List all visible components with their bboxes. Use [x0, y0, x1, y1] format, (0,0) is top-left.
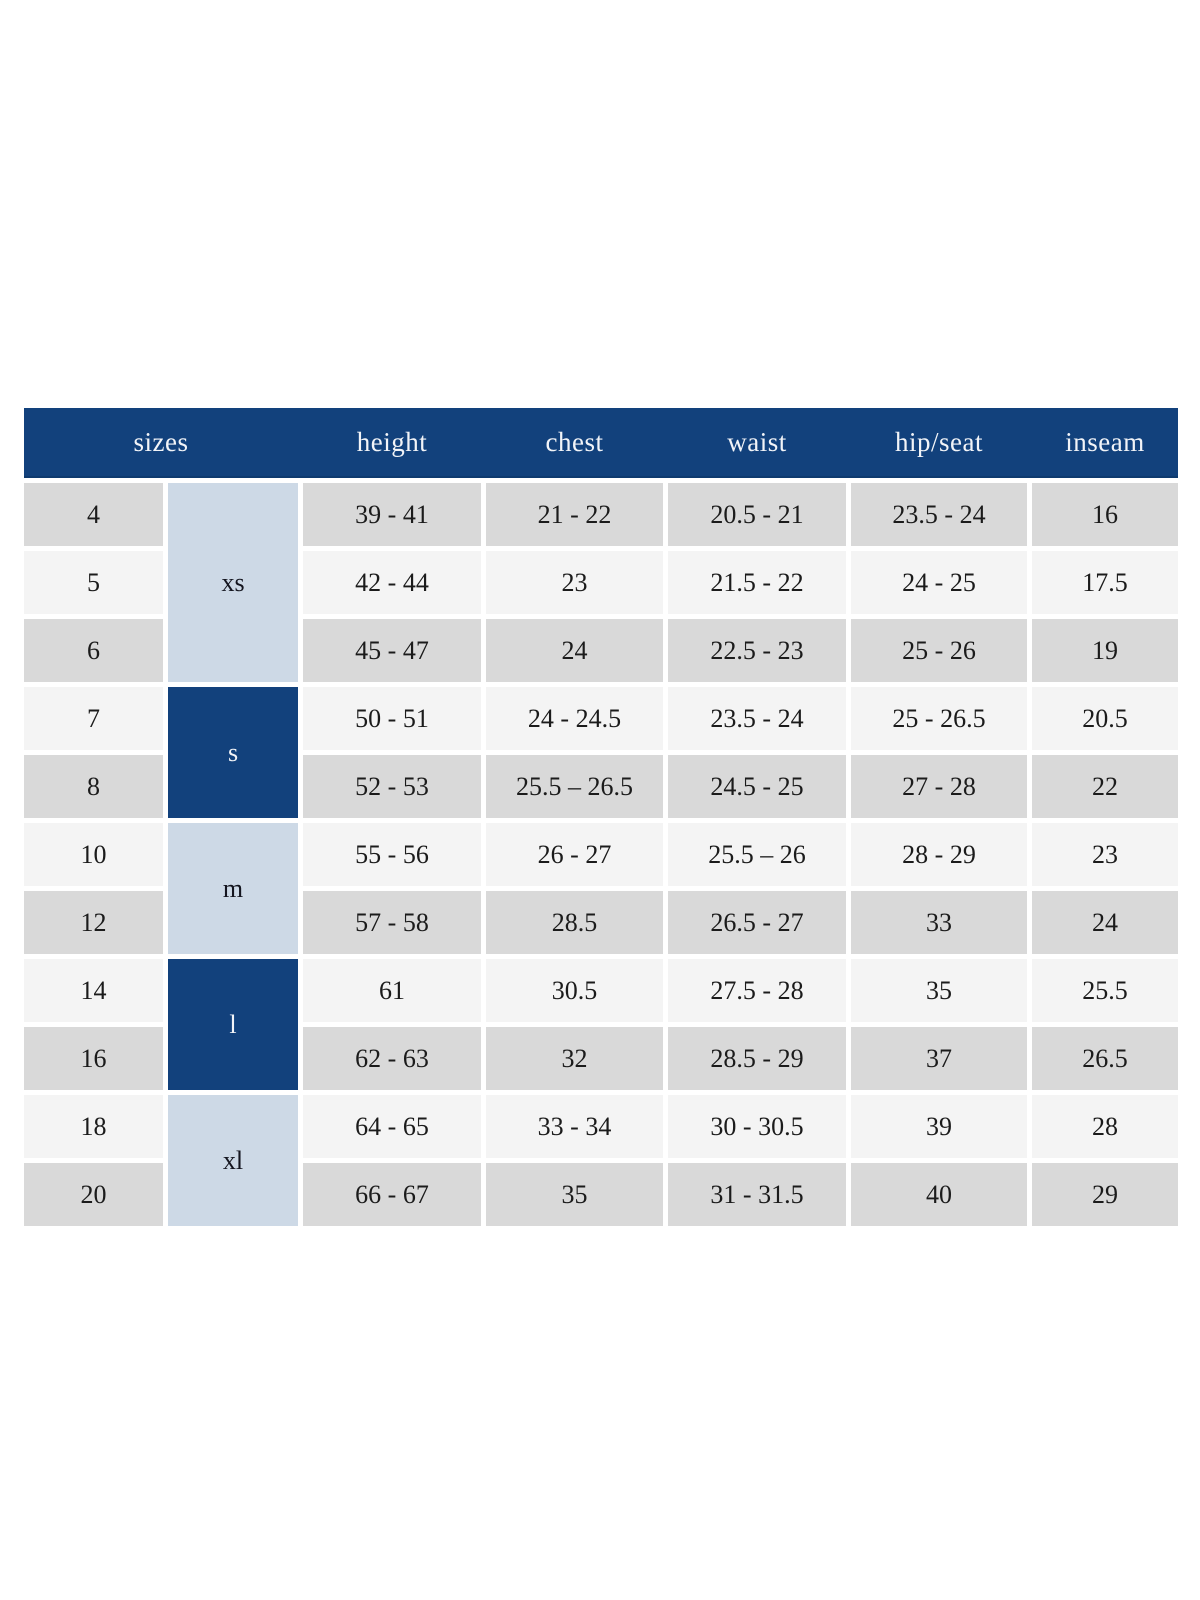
waist-cell: 28.5 - 29 [668, 1027, 846, 1090]
height-cell: 57 - 58 [303, 891, 481, 954]
waist-cell: 24.5 - 25 [668, 755, 846, 818]
waist-cell: 25.5 – 26 [668, 823, 846, 886]
waist-cell: 22.5 - 23 [668, 619, 846, 682]
hip-seat-cell: 25 - 26.5 [851, 687, 1027, 750]
height-cell: 50 - 51 [303, 687, 481, 750]
height-cell: 64 - 65 [303, 1095, 481, 1158]
inseam-cell: 20.5 [1032, 687, 1178, 750]
hip-seat-cell: 37 [851, 1027, 1027, 1090]
height-cell: 66 - 67 [303, 1163, 481, 1226]
size-cell: 16 [24, 1027, 163, 1090]
height-cell: 45 - 47 [303, 619, 481, 682]
chest-cell: 25.5 – 26.5 [486, 755, 663, 818]
size-cell: 18 [24, 1095, 163, 1158]
inseam-cell: 22 [1032, 755, 1178, 818]
size-cell: 4 [24, 483, 163, 546]
waist-cell: 27.5 - 28 [668, 959, 846, 1022]
hip-seat-cell: 23.5 - 24 [851, 483, 1027, 546]
hip-seat-cell: 39 [851, 1095, 1027, 1158]
size-cell: 14 [24, 959, 163, 1022]
inseam-cell: 24 [1032, 891, 1178, 954]
size-cell: 20 [24, 1163, 163, 1226]
height-cell: 42 - 44 [303, 551, 481, 614]
hip-seat-cell: 27 - 28 [851, 755, 1027, 818]
hip-seat-cell: 33 [851, 891, 1027, 954]
height-cell: 52 - 53 [303, 755, 481, 818]
inseam-cell: 25.5 [1032, 959, 1178, 1022]
size-cell: 12 [24, 891, 163, 954]
height-cell: 39 - 41 [303, 483, 481, 546]
table-header-row: sizes height chest waist hip/seat inseam [24, 408, 1178, 478]
hip-seat-cell: 25 - 26 [851, 619, 1027, 682]
chest-cell: 32 [486, 1027, 663, 1090]
size-group-cell-xs: xs [168, 483, 298, 682]
size-cell: 5 [24, 551, 163, 614]
height-cell: 62 - 63 [303, 1027, 481, 1090]
chest-cell: 21 - 22 [486, 483, 663, 546]
chest-cell: 35 [486, 1163, 663, 1226]
size-cell: 7 [24, 687, 163, 750]
inseam-cell: 17.5 [1032, 551, 1178, 614]
waist-cell: 20.5 - 21 [668, 483, 846, 546]
hip-seat-cell: 35 [851, 959, 1027, 1022]
size-cell: 8 [24, 755, 163, 818]
column-header-hip-seat: hip/seat [895, 426, 983, 457]
column-header-chest: chest [545, 426, 604, 457]
waist-cell: 21.5 - 22 [668, 551, 846, 614]
inseam-cell: 16 [1032, 483, 1178, 546]
height-cell: 61 [303, 959, 481, 1022]
size-cell: 10 [24, 823, 163, 886]
chest-cell: 23 [486, 551, 663, 614]
size-group-cell-m: m [168, 823, 298, 954]
waist-cell: 23.5 - 24 [668, 687, 846, 750]
chest-cell: 24 - 24.5 [486, 687, 663, 750]
column-header-height: height [356, 426, 428, 457]
hip-seat-cell: 24 - 25 [851, 551, 1027, 614]
inseam-cell: 28 [1032, 1095, 1178, 1158]
height-cell: 55 - 56 [303, 823, 481, 886]
chest-cell: 30.5 [486, 959, 663, 1022]
chest-cell: 28.5 [486, 891, 663, 954]
chest-cell: 26 - 27 [486, 823, 663, 886]
column-header-sizes: sizes [133, 426, 189, 457]
size-group-cell-l: l [168, 959, 298, 1090]
size-group-cell-s: s [168, 687, 298, 818]
column-header-waist: waist [727, 426, 787, 457]
inseam-cell: 19 [1032, 619, 1178, 682]
inseam-cell: 26.5 [1032, 1027, 1178, 1090]
chest-cell: 33 - 34 [486, 1095, 663, 1158]
hip-seat-cell: 28 - 29 [851, 823, 1027, 886]
waist-cell: 30 - 30.5 [668, 1095, 846, 1158]
inseam-cell: 29 [1032, 1163, 1178, 1226]
chest-cell: 24 [486, 619, 663, 682]
size-cell: 6 [24, 619, 163, 682]
size-chart-table: sizes height chest waist hip/seat inseam… [24, 408, 1178, 1226]
inseam-cell: 23 [1032, 823, 1178, 886]
hip-seat-cell: 40 [851, 1163, 1027, 1226]
column-header-inseam: inseam [1065, 426, 1145, 457]
waist-cell: 31 - 31.5 [668, 1163, 846, 1226]
size-group-cell-xl: xl [168, 1095, 298, 1226]
waist-cell: 26.5 - 27 [668, 891, 846, 954]
